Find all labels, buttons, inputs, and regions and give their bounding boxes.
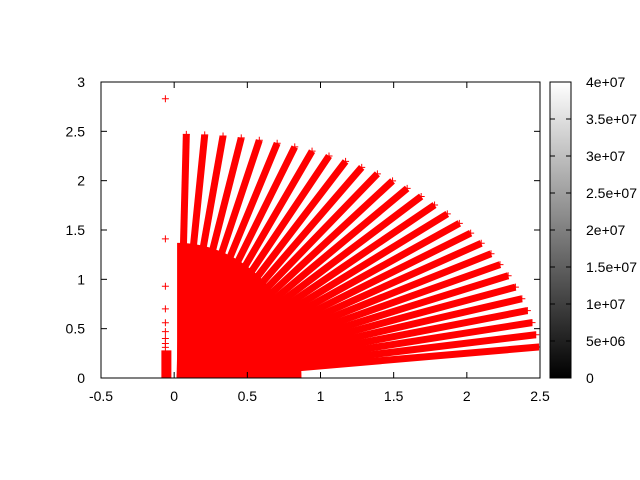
ray-tip-marker-26 — [528, 319, 536, 327]
ray-tip-marker-4 — [255, 136, 263, 144]
spike-cluster — [161, 350, 172, 378]
spike-point-5 — [161, 328, 169, 336]
y-tick-label: 3 — [77, 74, 85, 90]
x-tick-label: 0 — [170, 388, 178, 404]
colorbox-tick-label: 3e+07 — [586, 148, 626, 164]
ray-tip-marker-11 — [373, 170, 381, 178]
ray-tip-marker-24 — [518, 295, 526, 303]
x-tick-label: 0.5 — [238, 388, 258, 404]
colorbox-tick-label: 5e+06 — [586, 333, 626, 349]
ray-tip-marker-5 — [273, 139, 281, 147]
ray-tip-marker-9 — [342, 157, 350, 165]
ray-tip-marker-2 — [219, 132, 227, 140]
ray-tip-marker-15 — [431, 201, 439, 209]
ray-tip-marker-25 — [523, 307, 531, 315]
spike-point-8 — [161, 343, 169, 351]
ray-tip-marker-12 — [389, 177, 397, 185]
spike-point-0 — [161, 95, 169, 103]
spike-point-4 — [161, 319, 169, 327]
colorbox-tick-label: 2.5e+07 — [586, 185, 637, 201]
colorbox-tick-label: 3.5e+07 — [586, 111, 637, 127]
ray-tip-marker-10 — [358, 163, 366, 171]
x-tick-label: -0.5 — [89, 388, 113, 404]
ray-tip-marker-0 — [182, 130, 190, 138]
ray-series-28 — [179, 343, 539, 378]
ray-tip-marker-3 — [237, 134, 245, 142]
x-tick-label: 2.5 — [530, 388, 550, 404]
colorbox-tick-label: 4e+07 — [586, 74, 626, 90]
ray-tip-marker-27 — [532, 331, 540, 339]
ray-tip-marker-21 — [496, 261, 504, 269]
ray-tip-marker-1 — [201, 131, 209, 139]
y-tick-label: 0.5 — [66, 321, 86, 337]
ray-tip-marker-20 — [487, 250, 495, 258]
ray-tip-marker-14 — [417, 192, 425, 200]
ray-tip-marker-7 — [308, 147, 316, 155]
ray-tip-marker-6 — [291, 143, 299, 151]
axes: -0.5 0 0.5 1 1.5 2 2.500.511.522.53 — [66, 74, 550, 404]
ray-tip-marker-8 — [325, 152, 333, 160]
ray-tip-marker-22 — [504, 272, 512, 280]
x-tick-label: 1 — [317, 388, 325, 404]
ray-tip-marker-16 — [443, 210, 451, 218]
ray-tip-marker-13 — [403, 184, 411, 192]
colorbox-tick-label: 1.5e+07 — [586, 259, 637, 275]
ray-tip-marker-17 — [455, 219, 463, 227]
colorbox-tick-label: 2e+07 — [586, 222, 626, 238]
x-tick-label: 2 — [463, 388, 471, 404]
colorbox-ticks: 0 5e+06 1e+07 1.5e+07 2e+07 2.5e+07 3e+07 3.5e+… — [550, 74, 637, 386]
ray-tip-marker-28 — [535, 343, 540, 351]
ray-tip-marker-23 — [511, 283, 519, 291]
ray-tip-marker-19 — [477, 239, 485, 247]
colorbox-tick-label: 0 — [586, 370, 594, 386]
colorbox-tick-label: 1e+07 — [586, 296, 626, 312]
y-tick-label: 2 — [77, 173, 85, 189]
spike-point-3 — [161, 305, 169, 313]
spike-point-2 — [161, 282, 169, 290]
y-tick-label: 2.5 — [66, 123, 86, 139]
ray-tip-marker-18 — [467, 229, 475, 237]
y-tick-label: 1 — [77, 271, 85, 287]
y-tick-label: 0 — [77, 370, 85, 386]
spike-point-1 — [161, 235, 169, 243]
data-layer — [161, 95, 540, 378]
x-tick-label: 1.5 — [384, 388, 404, 404]
y-tick-label: 1.5 — [66, 222, 86, 238]
